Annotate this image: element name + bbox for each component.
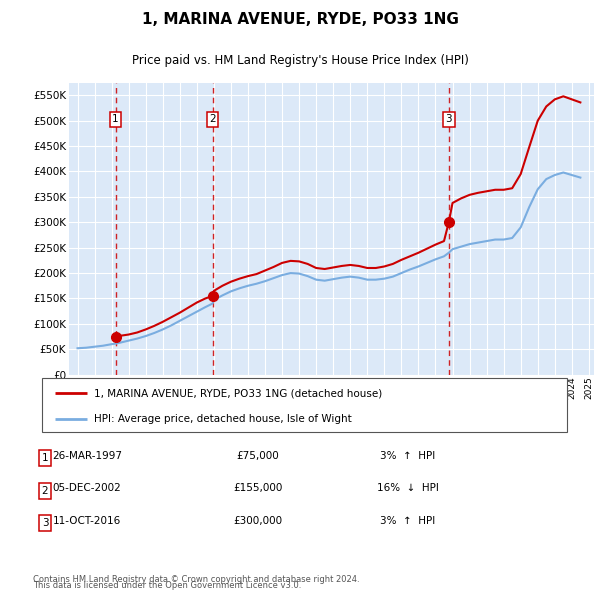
Text: 26-MAR-1997: 26-MAR-1997 — [52, 451, 122, 461]
Text: 3: 3 — [445, 114, 452, 124]
Text: 2: 2 — [41, 486, 49, 496]
Text: 11-OCT-2016: 11-OCT-2016 — [53, 516, 121, 526]
Text: 2: 2 — [209, 114, 216, 124]
Text: £155,000: £155,000 — [233, 483, 283, 493]
Text: 1, MARINA AVENUE, RYDE, PO33 1NG (detached house): 1, MARINA AVENUE, RYDE, PO33 1NG (detach… — [95, 388, 383, 398]
Text: 16%  ↓  HPI: 16% ↓ HPI — [377, 483, 439, 493]
Text: 3%  ↑  HPI: 3% ↑ HPI — [380, 451, 436, 461]
Text: 3: 3 — [41, 518, 49, 528]
Text: HPI: Average price, detached house, Isle of Wight: HPI: Average price, detached house, Isle… — [95, 414, 352, 424]
Text: 1: 1 — [112, 114, 119, 124]
Text: Price paid vs. HM Land Registry's House Price Index (HPI): Price paid vs. HM Land Registry's House … — [131, 54, 469, 67]
Text: Contains HM Land Registry data © Crown copyright and database right 2024.: Contains HM Land Registry data © Crown c… — [33, 575, 359, 584]
Text: 3%  ↑  HPI: 3% ↑ HPI — [380, 516, 436, 526]
Text: 1: 1 — [41, 453, 49, 463]
Text: 05-DEC-2002: 05-DEC-2002 — [53, 483, 121, 493]
Text: 1, MARINA AVENUE, RYDE, PO33 1NG: 1, MARINA AVENUE, RYDE, PO33 1NG — [142, 12, 458, 27]
Text: £300,000: £300,000 — [233, 516, 283, 526]
Text: £75,000: £75,000 — [236, 451, 280, 461]
Text: This data is licensed under the Open Government Licence v3.0.: This data is licensed under the Open Gov… — [33, 581, 301, 590]
